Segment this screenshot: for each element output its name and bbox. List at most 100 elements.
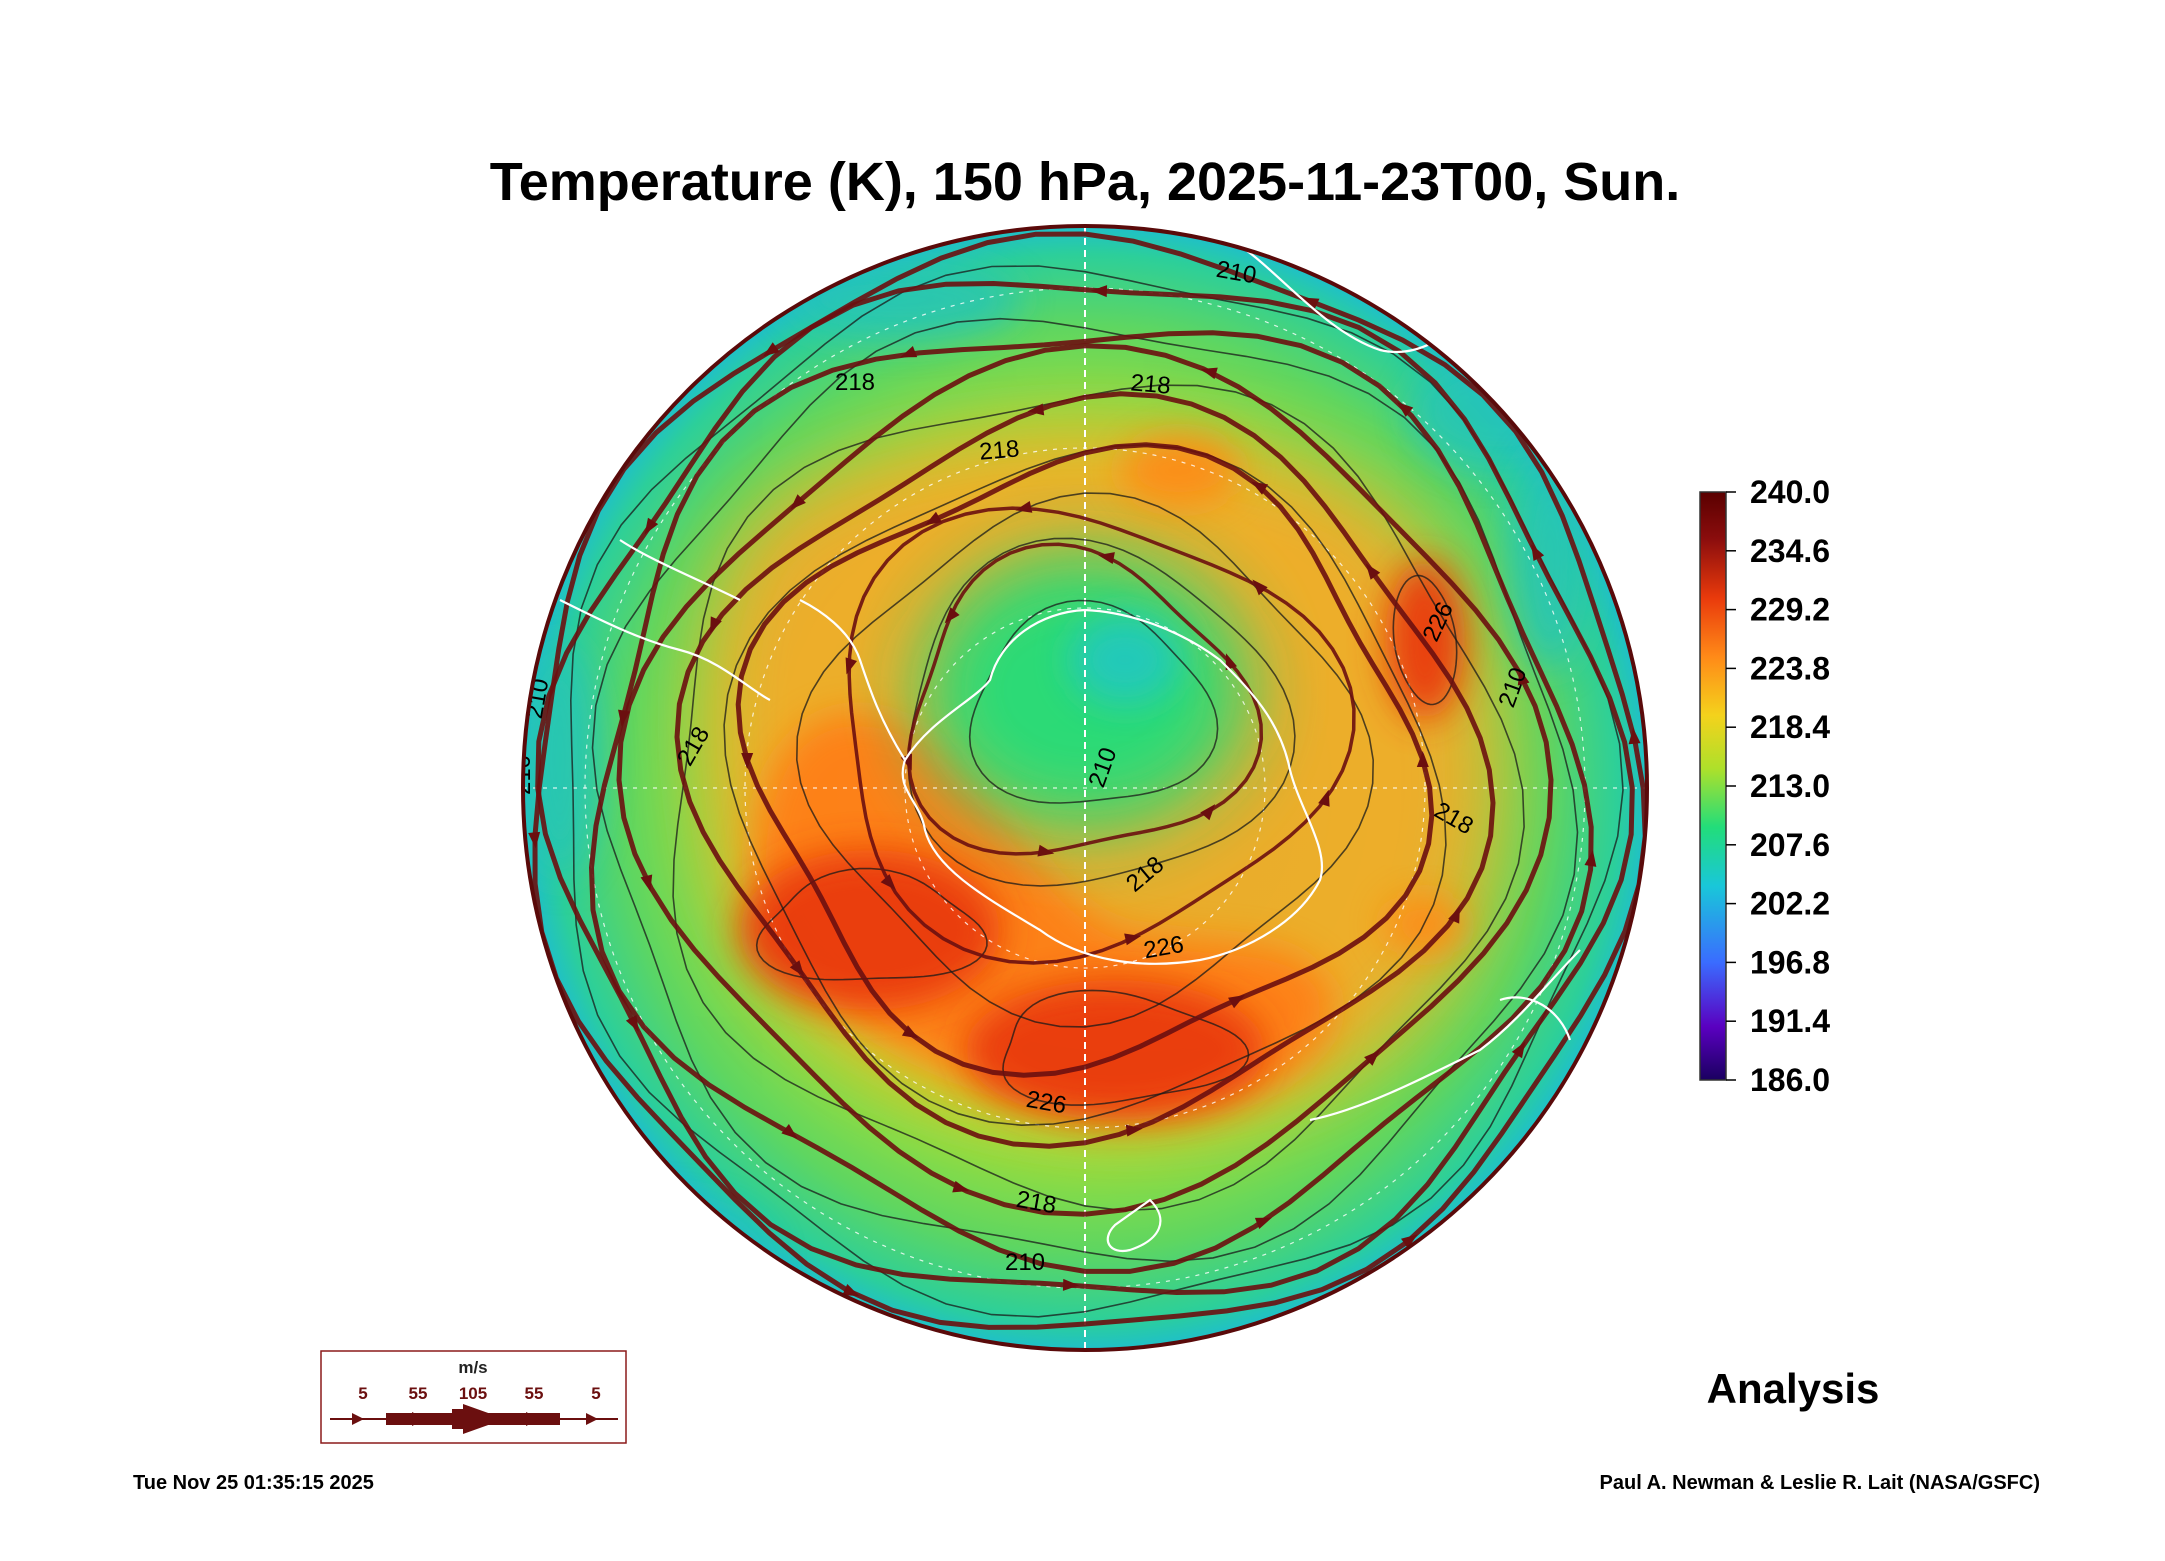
colorbar-ticks: 240.0 234.6 229.2 223.8 218.4 213.0 207.6 202.2… <box>1726 474 1830 1098</box>
streamline-arrow <box>1124 933 1142 946</box>
contour-label: 210 <box>509 755 536 795</box>
streamline-arrow <box>1511 1041 1526 1059</box>
map-border <box>521 224 1649 1352</box>
streamline-arrow <box>1531 544 1545 562</box>
wind-legend-label: 5 <box>591 1384 600 1403</box>
streamline-arrow <box>790 494 806 510</box>
contour-label: 218 <box>978 435 1020 465</box>
streamline-arrow <box>944 607 960 624</box>
streamline-arrow <box>710 616 722 634</box>
streamline-arrow <box>842 1284 860 1297</box>
warm-spot-east <box>1385 895 1465 955</box>
isotherm-6 <box>591 317 1579 1263</box>
streamline-6 <box>532 231 1647 1330</box>
colorbar-tick-label: 186.0 <box>1750 1062 1830 1098</box>
streamline-arrow <box>625 1014 639 1032</box>
streamline-arrow <box>644 517 659 535</box>
streamline-arrow <box>1200 367 1218 380</box>
colorbar-tick-label: 229.2 <box>1750 592 1830 628</box>
colorbar-tick-label: 234.6 <box>1750 533 1830 569</box>
isotherm-3 <box>795 492 1375 1028</box>
streamline-arrow <box>1364 1050 1380 1066</box>
wind-legend-label: 105 <box>459 1384 487 1403</box>
streamline-arrow <box>1015 501 1033 513</box>
wind-legend-unit: m/s <box>458 1358 487 1377</box>
streamline-arrow <box>1228 995 1245 1009</box>
contour-label: 218 <box>835 369 875 396</box>
streamline-arrow <box>1098 552 1115 564</box>
streamline-arrow <box>925 511 942 525</box>
streamline-arrow <box>1062 1278 1080 1291</box>
streamline-arrow <box>1254 1217 1272 1230</box>
coastline-6 <box>1106 1198 1162 1253</box>
streamline-arrow <box>1396 402 1414 417</box>
coastline-2 <box>799 599 906 761</box>
wind-legend-arrow-right <box>586 1413 598 1425</box>
streamline-arrow <box>1252 579 1268 596</box>
streamline-arrow <box>741 753 754 769</box>
streamline-arrow <box>1125 1124 1143 1137</box>
streamline-7 <box>847 506 1356 965</box>
isotherm-10 <box>1392 574 1458 706</box>
colorbar: 240.0 234.6 229.2 223.8 218.4 213.0 207.6 202.2… <box>1699 474 1830 1098</box>
isotherms <box>569 265 1624 1318</box>
contour-label: 218 <box>1130 369 1172 399</box>
colorbar-ramp <box>1699 491 1727 1081</box>
cold-core-center <box>1070 615 1180 705</box>
temperature-region-2 <box>740 850 1000 1010</box>
streamline-arrow <box>781 1124 798 1139</box>
wind-legend-arrow-left <box>352 1413 364 1425</box>
cool-fringe-2 <box>550 1200 770 1320</box>
wind-legend-arrow-mid-left <box>412 1412 426 1426</box>
wind-legend-arrow-mid-right <box>526 1412 540 1426</box>
streamline-2 <box>674 391 1496 1149</box>
temperature-region-3 <box>965 980 1265 1120</box>
colorbar-tick-label: 213.0 <box>1750 768 1830 804</box>
isotherm-7 <box>569 265 1624 1318</box>
credit: Paul A. Newman & Leslie R. Lait (NASA/GS… <box>1600 1472 2040 1494</box>
isotherm-1 <box>968 599 1219 804</box>
colorbar-tick-label: 196.8 <box>1750 944 1830 980</box>
coastline-8 <box>1499 996 1572 1041</box>
contour-label: 210 <box>1005 1249 1045 1276</box>
streamline-arrow <box>1225 653 1238 671</box>
wind-legend-label: 55 <box>525 1384 544 1403</box>
streamline-arrow <box>1416 751 1429 767</box>
streamline-arrow <box>1302 297 1320 310</box>
wind-legend-label: 55 <box>409 1384 428 1403</box>
coastline-3 <box>559 599 771 701</box>
streamline-arrow <box>1584 850 1597 867</box>
colorbar-tick-label: 191.4 <box>1750 1003 1830 1039</box>
streamline-arrow <box>640 874 653 892</box>
streamline-arrow <box>763 342 780 357</box>
streamline-arrow <box>1318 789 1330 807</box>
wind-streamlines <box>528 231 1647 1330</box>
coastline-7 <box>619 539 741 601</box>
streamline-arrow <box>901 1025 919 1039</box>
colorbar-tick-label: 218.4 <box>1750 709 1830 745</box>
wind-legend-arrow-center <box>463 1404 505 1434</box>
streamline-arrow <box>1200 804 1216 821</box>
streamline-3 <box>616 343 1554 1217</box>
streamline-arrow <box>1027 403 1045 416</box>
wind-legend-labels: 5 55 105 55 5 <box>358 1384 600 1403</box>
streamline-arrow <box>880 874 896 890</box>
streamline-arrow <box>1251 481 1269 495</box>
chart-title: Temperature (K), 150 hPa, 2025-11-23T00,… <box>490 152 1681 212</box>
isotherm-8 <box>755 867 988 981</box>
streamline-8 <box>906 542 1264 856</box>
streamline-arrow <box>1037 844 1055 857</box>
isotherm-9 <box>1002 989 1250 1106</box>
cool-fringe-5 <box>523 640 600 880</box>
streamline-arrow <box>1628 727 1641 745</box>
isotherm-5 <box>672 384 1525 1212</box>
coastline-1 <box>901 608 1324 965</box>
streamline-arrow <box>1448 906 1460 924</box>
streamline-arrow <box>1517 668 1530 686</box>
wind-legend-label: 5 <box>358 1384 367 1403</box>
streamline-arrow <box>1365 563 1381 580</box>
isotherm-4 <box>723 443 1447 1127</box>
streamline-arrow <box>618 709 630 727</box>
